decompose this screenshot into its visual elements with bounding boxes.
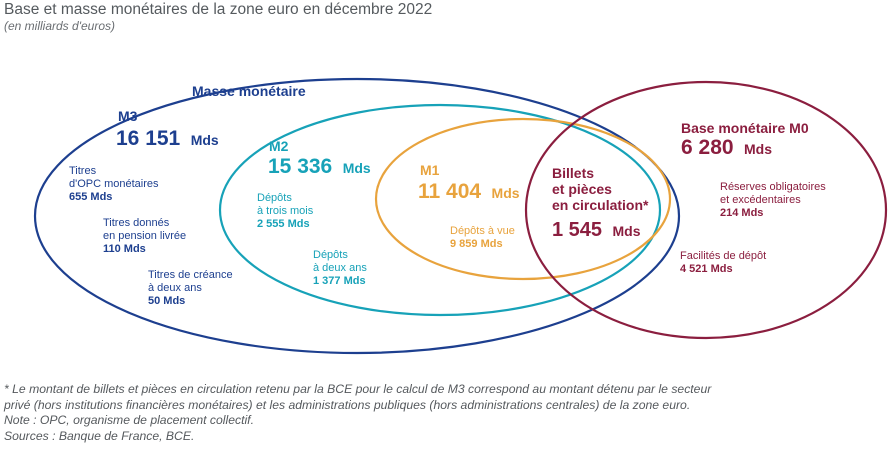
- m3-item-pension: Titres donnés en pension livrée 110 Mds: [103, 217, 189, 255]
- m1-item-depots-vue: Dépôts à vue 9 859 Mds: [450, 225, 518, 250]
- page-title: Base et masse monétaires de la zone euro…: [4, 1, 433, 18]
- footnotes: * Le montant de billets et pièces en cir…: [4, 382, 892, 444]
- masse-monetaire-label: Masse monétaire: [192, 83, 306, 99]
- m3-value: 16 151 Mds: [116, 127, 219, 150]
- money-diagram: Masse monétaire M3 16 151 Mds Titres d'O…: [33, 77, 888, 355]
- footnote-line: privé (hors institutions financières mon…: [4, 397, 691, 412]
- m2-label: M2: [269, 138, 289, 154]
- m2-value: 15 336 Mds: [268, 155, 371, 178]
- page-subtitle: (en milliards d'euros): [4, 19, 115, 33]
- m0-item-facilites: Facilités de dépôt 4 521 Mds: [680, 250, 769, 275]
- m0-ellipse: [524, 80, 888, 340]
- m1-ellipse: [374, 117, 672, 281]
- m0-value: 6 280 Mds: [681, 136, 772, 159]
- m2-ellipse: [218, 103, 662, 317]
- m2-item-deux-ans: Dépôts à deux ans 1 377 Mds: [313, 249, 370, 287]
- footnote-line: * Le montant de billets et pièces en cir…: [4, 382, 712, 396]
- billets-value: 1 545 Mds: [552, 219, 641, 241]
- m1-label: M1: [420, 162, 440, 178]
- m0-label: Base monétaire M0: [681, 120, 809, 136]
- m3-item-creance: Titres de créance à deux ans 50 Mds: [148, 269, 236, 307]
- note-line: Note : OPC, organisme de placement colle…: [4, 413, 254, 427]
- sources-line: Sources : Banque de France, BCE.: [4, 428, 195, 443]
- m3-ellipse: [33, 77, 681, 355]
- header: Base et masse monétaires de la zone euro…: [4, 0, 432, 34]
- billets-label: Billets et pièces en circulation*: [552, 165, 649, 213]
- m0-item-reserves: Réserves obligatoires et excédentaires 2…: [720, 181, 829, 219]
- m1-value: 11 404 Mds: [418, 180, 520, 203]
- m3-label: M3: [118, 108, 138, 124]
- m3-item-opc: Titres d'OPC monétaires 655 Mds: [69, 165, 162, 203]
- m2-item-trois-mois: Dépôts à trois mois 2 555 Mds: [257, 192, 316, 230]
